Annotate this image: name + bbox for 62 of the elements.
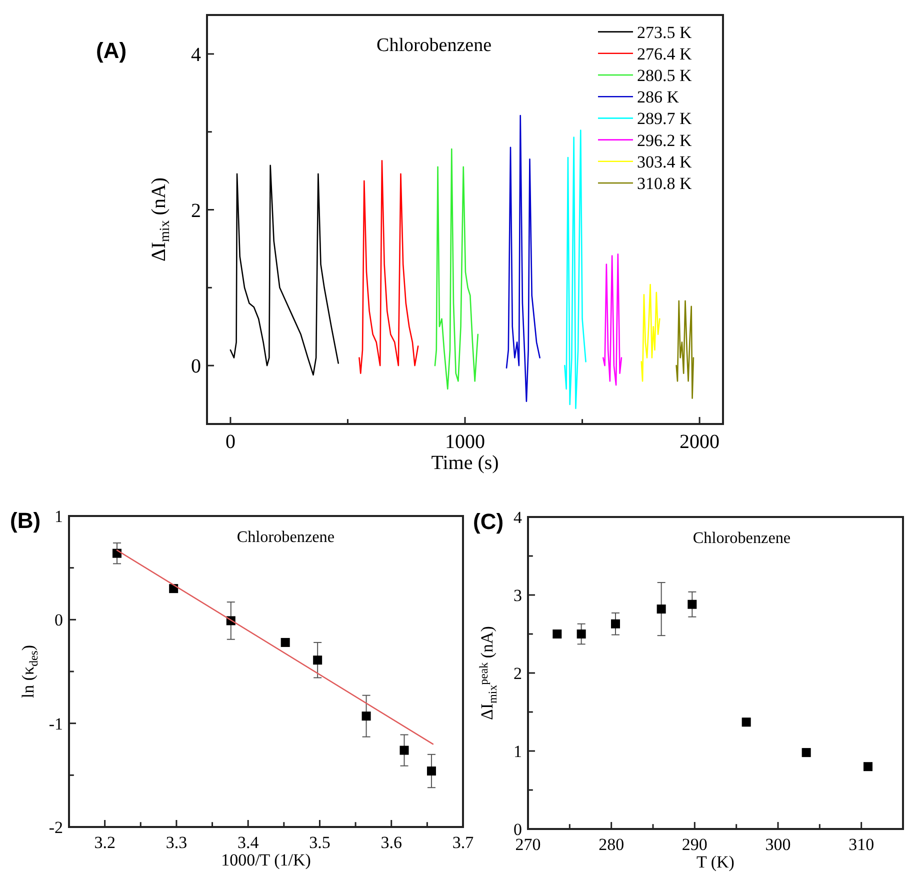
legend-label: 303.4 K bbox=[637, 152, 692, 172]
line-series bbox=[230, 164, 339, 376]
legend-label: 289.7 K bbox=[637, 109, 692, 128]
x-axis-title: 1000/T (1/K) bbox=[221, 850, 311, 870]
line-series bbox=[564, 130, 586, 410]
y-tick-label: 4 bbox=[514, 508, 522, 527]
x-tick-label: 3.3 bbox=[166, 833, 188, 852]
y-tick-label: 0 bbox=[54, 610, 63, 630]
text: (A) bbox=[96, 38, 127, 63]
line-series bbox=[358, 160, 419, 374]
point bbox=[362, 712, 371, 721]
y-tick-label: -1 bbox=[48, 714, 63, 734]
x-tick-label: 310 bbox=[848, 835, 874, 854]
x-tick-label: 2000 bbox=[680, 431, 720, 453]
legend-label: 286 K bbox=[637, 88, 680, 107]
line-series bbox=[506, 114, 540, 402]
y-tick-label: 4 bbox=[191, 44, 201, 66]
legend-label: 280.5 K bbox=[637, 66, 692, 85]
line-series bbox=[434, 148, 479, 390]
y-tick-label: 2 bbox=[514, 664, 522, 683]
point bbox=[426, 766, 436, 776]
legend-label: 276.4 K bbox=[637, 44, 692, 64]
y-tick-label: 1 bbox=[514, 742, 522, 761]
legend-label: 296.2 K bbox=[637, 130, 692, 150]
line-series bbox=[676, 300, 694, 399]
point bbox=[864, 762, 872, 772]
chart-title: (B) bbox=[10, 508, 41, 533]
x-tick-label: 3.5 bbox=[309, 833, 330, 852]
x-tick-label: 3.6 bbox=[380, 833, 402, 852]
x-tick-label: 290 bbox=[682, 835, 708, 854]
x-axis-title: Time (s) bbox=[431, 452, 499, 474]
chart-title: (C) bbox=[473, 509, 504, 534]
point bbox=[112, 548, 122, 558]
annotation: Chlorobenzene bbox=[692, 530, 791, 547]
legend-label: 273.5 K bbox=[637, 22, 692, 42]
y-tick-label: 1 bbox=[54, 506, 63, 526]
point bbox=[576, 630, 586, 638]
point bbox=[280, 638, 290, 647]
x-tick-label: 280 bbox=[598, 835, 624, 854]
y-tick-label: -2 bbox=[48, 818, 63, 837]
line-series bbox=[602, 254, 622, 386]
x-tick-label: 3.7 bbox=[452, 833, 474, 852]
point bbox=[656, 604, 666, 614]
x-axis-title: T (K) bbox=[696, 852, 734, 872]
point bbox=[611, 619, 620, 628]
x-tick-label: 3.2 bbox=[94, 833, 116, 852]
point bbox=[802, 748, 811, 758]
annotation: Chlorobenzene bbox=[236, 529, 335, 546]
x-tick-label: 3.4 bbox=[237, 833, 260, 852]
point bbox=[313, 656, 322, 665]
point bbox=[688, 600, 697, 609]
legend-label: 310.8 K bbox=[637, 174, 692, 193]
x-tick-label: 1000 bbox=[445, 431, 485, 453]
point bbox=[552, 630, 562, 638]
x-tick-label: 300 bbox=[765, 835, 791, 854]
x-tick-label: 0 bbox=[225, 431, 236, 453]
y-tick-label: 3 bbox=[514, 586, 522, 605]
y-tick-label: 2 bbox=[191, 200, 201, 222]
annotation: Chlorobenzene bbox=[376, 35, 492, 56]
line-series bbox=[640, 284, 660, 382]
point bbox=[400, 746, 409, 755]
y-tick-label: 0 bbox=[191, 356, 201, 378]
